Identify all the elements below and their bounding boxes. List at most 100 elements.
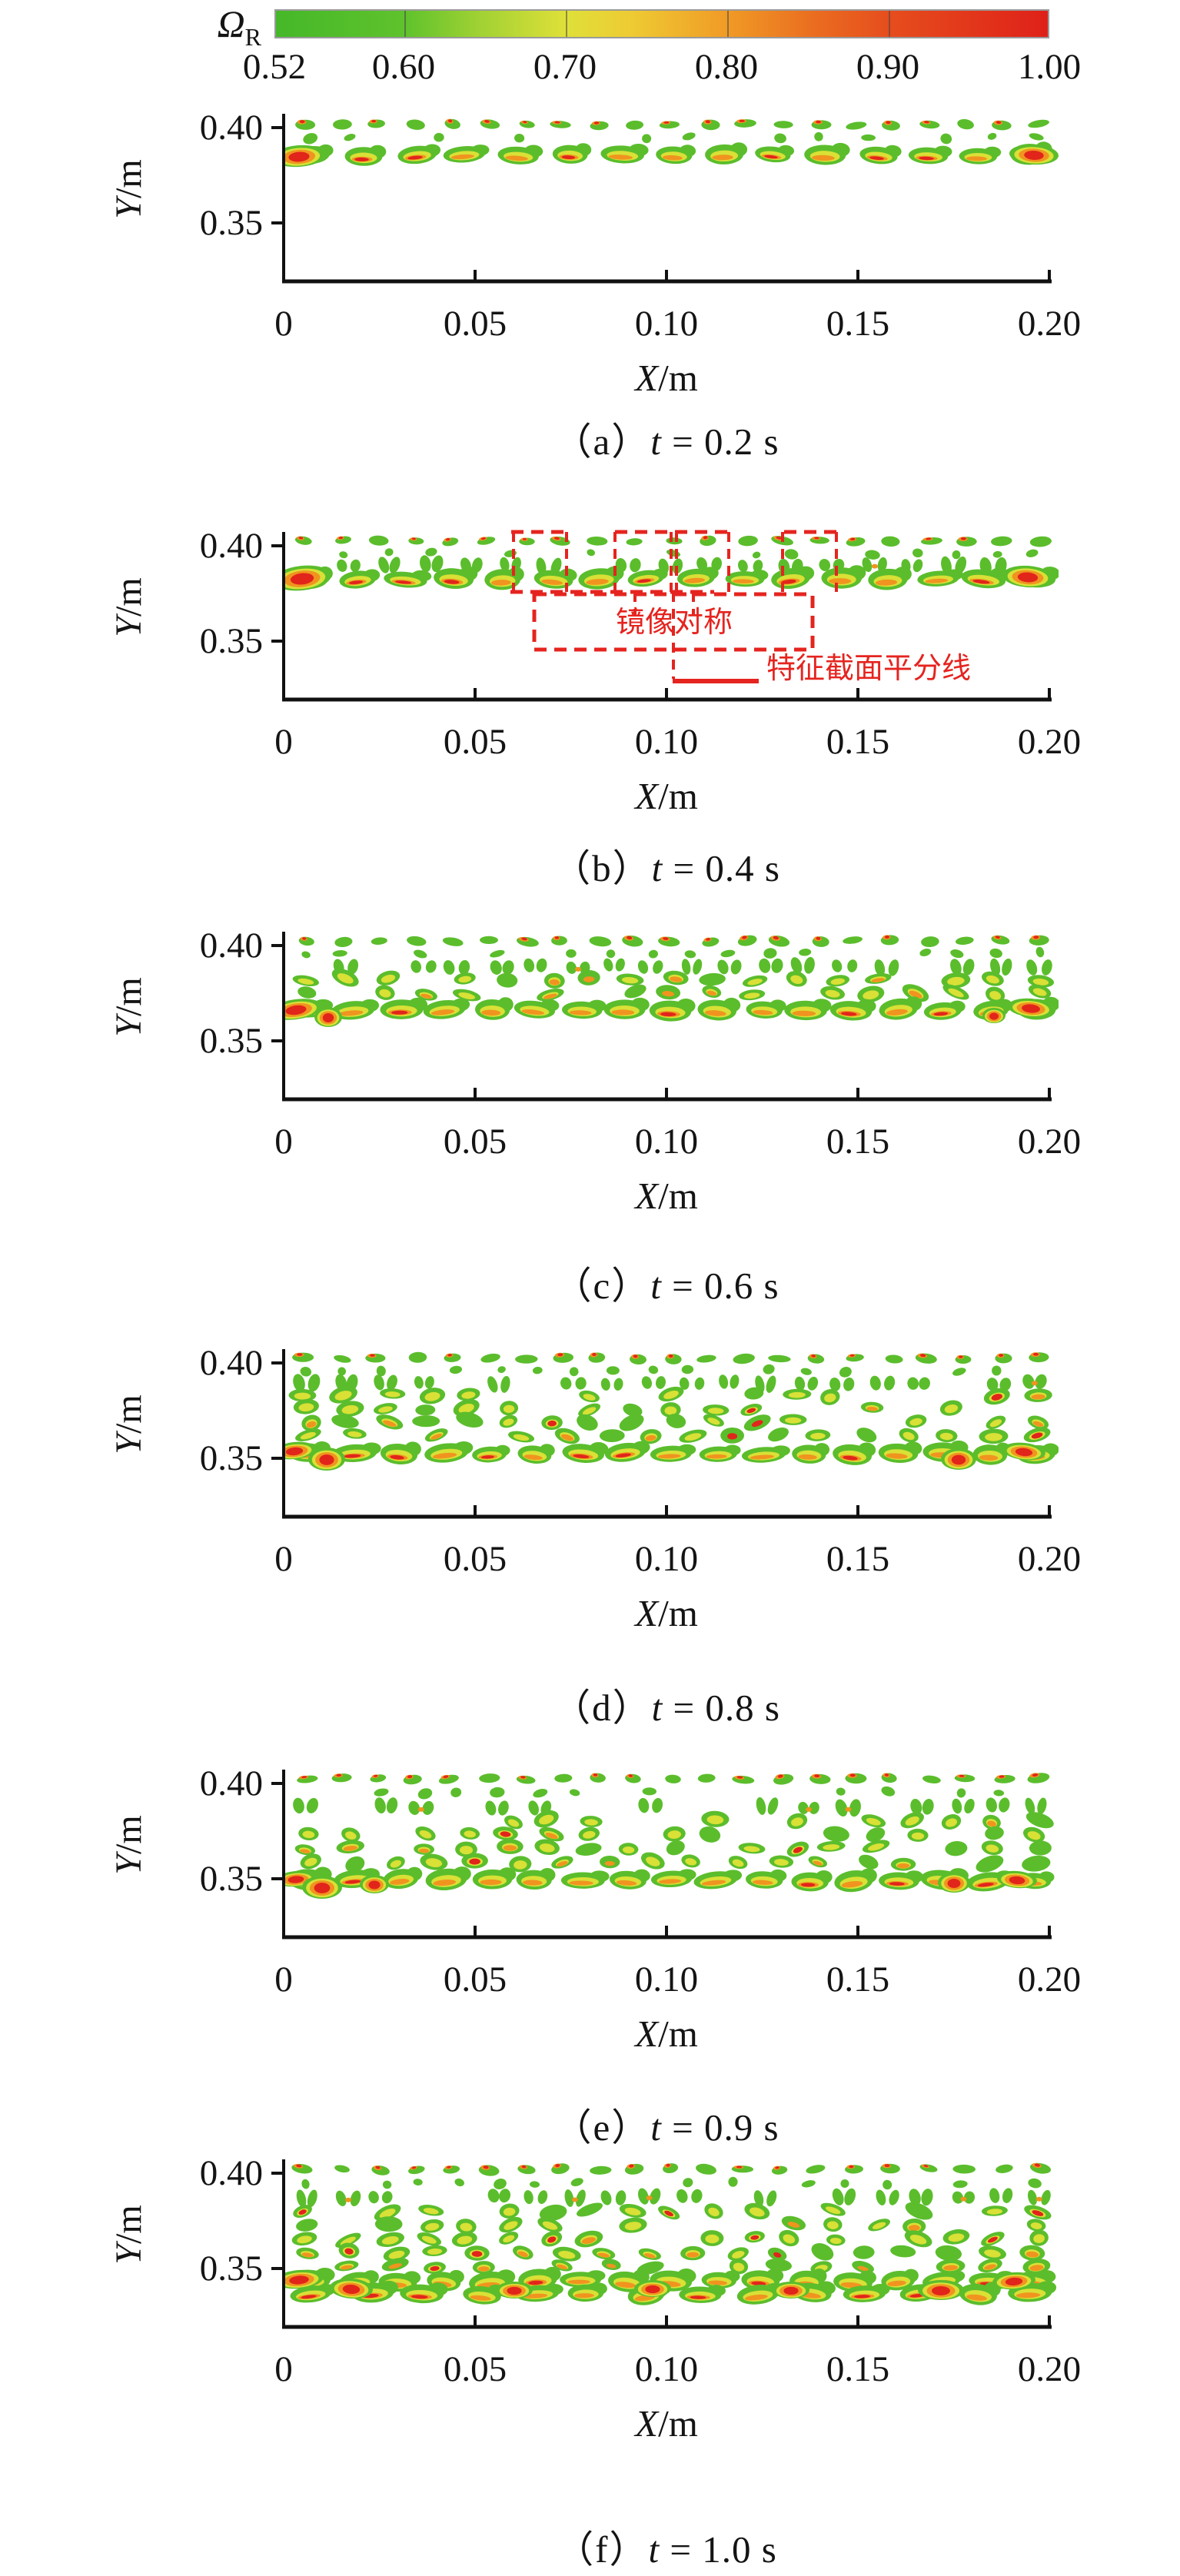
colorbar-tick-labels: 0.52 0.60 0.70 0.80 0.90 1.00 — [0, 0, 1180, 87]
y-tick-label-040: 0.40 — [199, 2153, 263, 2193]
x-tick-label: 0.05 — [443, 1122, 507, 1162]
panel-c: 0.40 0.35 Y/m 0 0.05 0.10 0.15 0.20 X/m （c）t = 0.… — [0, 922, 1180, 1353]
x-tick-label: 0.10 — [634, 1959, 699, 1999]
x-axis-label: X/m — [635, 357, 698, 399]
x-tick-label: 0 — [274, 1959, 293, 1999]
colorbar-divider — [404, 11, 407, 37]
x-tick-label: 0 — [274, 2349, 293, 2389]
x-tick-label: 0.10 — [634, 1122, 699, 1162]
y-tick-label-040: 0.40 — [199, 1763, 263, 1803]
x-tick-label: 0 — [274, 304, 293, 344]
panel-caption-b: （b）t = 0.4 s — [553, 847, 780, 889]
axes — [271, 932, 1052, 1102]
panel-d: 0.40 0.35 Y/m 0 0.05 0.10 0.15 0.20 X/m （d）t = 0.… — [0, 1340, 1180, 1770]
y-axis-label: Y/m — [108, 1815, 149, 1875]
colorbar-divider — [889, 11, 891, 37]
axes — [271, 114, 1052, 284]
x-tick-label: 0.05 — [443, 304, 507, 344]
contour-blobs — [285, 2162, 1057, 2305]
contour-blobs — [285, 118, 1059, 168]
x-axis-label: X/m — [635, 2013, 698, 2055]
colorbar-gradient — [274, 9, 1049, 38]
y-tick-label-035: 0.35 — [199, 621, 263, 661]
panel-caption-a: （a）t = 0.2 s — [553, 420, 779, 463]
colorbar-tick-label: 0.80 — [694, 47, 759, 87]
x-tick-label: 0.15 — [826, 1539, 890, 1579]
y-axis-label: Y/m — [108, 159, 149, 219]
x-tick-label: 0.10 — [634, 304, 699, 344]
axes — [271, 532, 1052, 702]
panel-caption-f: （f）t = 1.0 s — [556, 2528, 777, 2571]
mirror-symmetry-label: 镜像对称 — [616, 607, 733, 639]
y-axis-label: Y/m — [108, 577, 149, 637]
panel-b: 0.40 0.35 Y/m 镜像对称 特征截面平分线 0 0.05 0.10 0.15 0.20 X… — [0, 523, 1180, 953]
x-tick-label: 0.20 — [1017, 1959, 1082, 1999]
y-tick-label-035: 0.35 — [199, 2249, 263, 2288]
x-axis-label: X/m — [635, 775, 698, 817]
colorbar-tick-label: 0.90 — [856, 47, 920, 87]
contour-plot-a — [271, 114, 1059, 284]
contour-blobs — [285, 935, 1059, 1027]
colorbar-divider — [566, 11, 567, 37]
axes — [271, 1770, 1052, 1939]
contour-plot-d — [271, 1349, 1059, 1519]
y-tick-label-035: 0.35 — [199, 1859, 263, 1899]
x-tick-label: 0.05 — [443, 1959, 507, 1999]
y-tick-label-040: 0.40 — [199, 1343, 263, 1383]
panel-caption-c: （c）t = 0.6 s — [553, 1265, 779, 1307]
panel-a: 0.40 0.35 Y/m 0 0.05 0.10 0.15 0.20 X/m （a）t = 0.… — [0, 105, 1180, 535]
x-tick-label: 0.20 — [1017, 1122, 1082, 1162]
colorbar-divider — [726, 11, 729, 37]
x-axis-label: X/m — [635, 2402, 698, 2445]
axes — [271, 1349, 1052, 1519]
y-tick-label-035: 0.35 — [199, 1021, 263, 1061]
x-tick-label: 0.20 — [1017, 722, 1082, 762]
colorbar-tick-label: 0.52 — [242, 47, 307, 87]
contour-blobs — [285, 1773, 1055, 1899]
contour-plot-c — [271, 932, 1059, 1102]
contour-blobs — [285, 535, 1059, 591]
mirror-symmetry-box — [532, 592, 815, 652]
y-tick-label-040: 0.40 — [199, 926, 263, 966]
y-axis-label: Y/m — [108, 1394, 149, 1454]
axes — [271, 2159, 1052, 2329]
panel-caption-d: （d）t = 0.8 s — [553, 1687, 780, 1729]
y-tick-label-040: 0.40 — [199, 108, 263, 148]
contour-plot-e — [271, 1770, 1055, 1939]
x-tick-label: 0 — [274, 1539, 293, 1579]
bisector-label: 特征截面平分线 — [766, 653, 971, 685]
panel-f: 0.40 0.35 Y/m 0 0.05 0.10 0.15 0.20 X/m （f）t = 1.… — [0, 2150, 1180, 2576]
x-tick-label: 0.05 — [443, 722, 507, 762]
omega-symbol: Ω — [217, 2, 245, 45]
x-tick-label: 0 — [274, 1122, 293, 1162]
x-tick-label: 0.20 — [1017, 304, 1082, 344]
y-axis-label: Y/m — [108, 2205, 149, 2265]
x-tick-label: 0.05 — [443, 2349, 507, 2389]
x-tick-label: 0.05 — [443, 1539, 507, 1579]
x-tick-label: 0.15 — [826, 1122, 890, 1162]
colorbar-tick-label: 1.00 — [1017, 47, 1082, 87]
colorbar-title: ΩR — [108, 2, 261, 52]
x-tick-label: 0.10 — [634, 722, 699, 762]
y-tick-label-035: 0.35 — [199, 1438, 263, 1478]
y-axis-label: Y/m — [108, 977, 149, 1037]
x-tick-label: 0.10 — [634, 2349, 699, 2389]
colorbar-tick-label: 0.70 — [533, 47, 597, 87]
panel-e: 0.40 0.35 Y/m 0 0.05 0.10 0.15 0.20 X/m （e）t = 0.… — [0, 1760, 1180, 2191]
x-tick-label: 0.15 — [826, 2349, 890, 2389]
x-tick-label: 0.20 — [1017, 2349, 1082, 2389]
contour-plot-f — [271, 2159, 1057, 2329]
x-tick-label: 0.20 — [1017, 1539, 1082, 1579]
x-tick-label: 0.15 — [826, 304, 890, 344]
x-axis-label: X/m — [635, 1592, 698, 1634]
y-tick-label-040: 0.40 — [199, 526, 263, 566]
y-tick-label-035: 0.35 — [199, 203, 263, 243]
contour-blobs — [285, 1351, 1059, 1471]
panel-caption-e: （e）t = 0.9 s — [553, 2106, 779, 2149]
colorbar-tick-label: 0.60 — [371, 47, 436, 87]
x-axis-label: X/m — [635, 1175, 698, 1217]
x-tick-label: 0.15 — [826, 1959, 890, 1999]
